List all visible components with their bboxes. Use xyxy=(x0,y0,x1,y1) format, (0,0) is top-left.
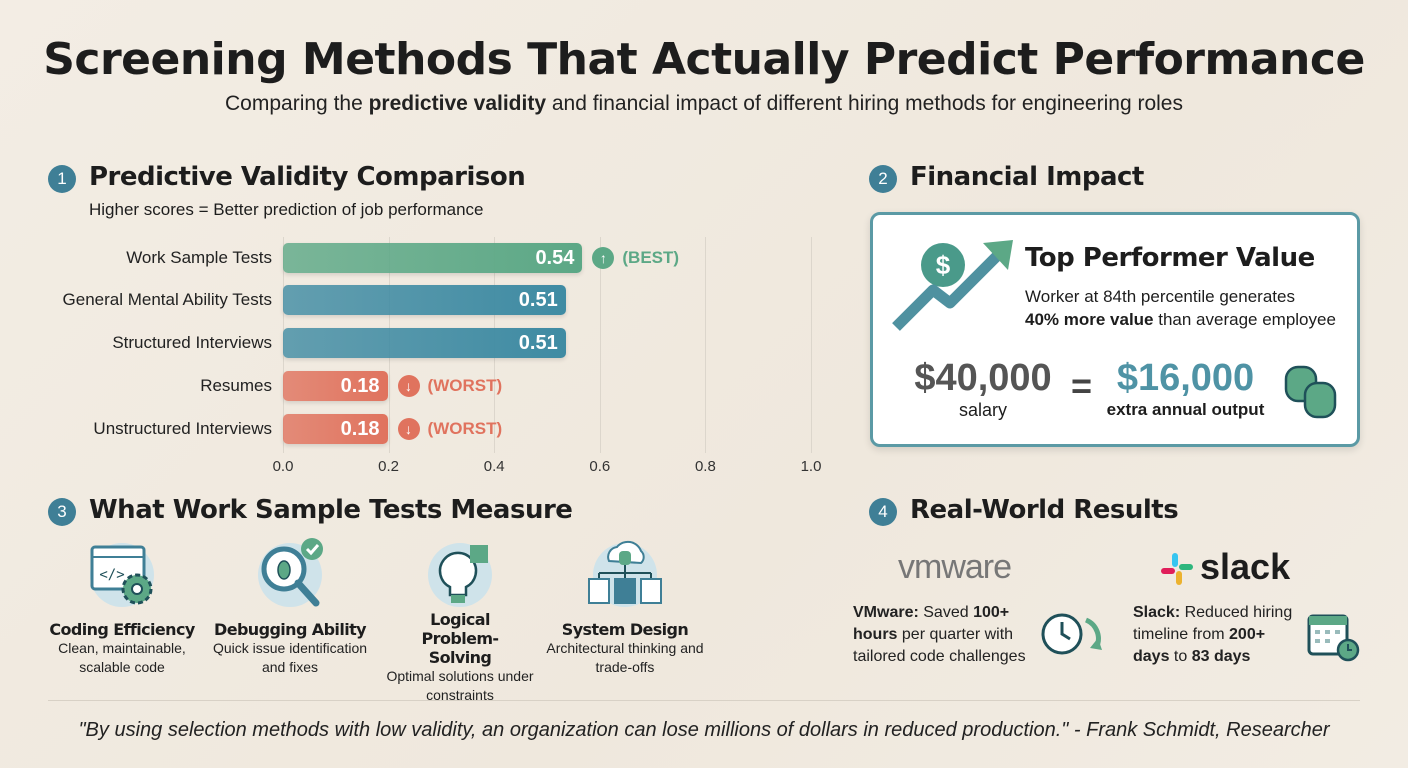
section-heading: Predictive Validity Comparison xyxy=(89,162,526,192)
result-text: per quarter with tailored code challenge… xyxy=(853,626,1026,665)
output-label: extra annual output xyxy=(1106,400,1265,419)
feature-title: Debugging Ability xyxy=(214,620,367,639)
cloud-servers-icon xyxy=(588,540,662,607)
card-title: Top Performer Value xyxy=(1025,243,1315,273)
arrow-down-icon: ↓ xyxy=(397,375,420,397)
data-label: 0.54 xyxy=(535,246,575,269)
page-title: Screening Methods That Actually Predict … xyxy=(43,34,1365,85)
bug-magnifier-icon xyxy=(258,538,323,607)
category-label: Resumes xyxy=(200,376,272,395)
card-description: Worker at 84th percentile generates 40% m… xyxy=(1025,285,1336,331)
svg-text:$: $ xyxy=(936,250,951,280)
data-label: 0.18 xyxy=(340,374,380,397)
lightbulb-puzzle-icon xyxy=(428,543,492,607)
feature-description: Architectural thinking and trade-offs xyxy=(546,640,704,675)
arrow-up-icon: ↑ xyxy=(592,247,615,269)
arrow-down-icon: ↓ xyxy=(397,418,420,440)
category-label: Unstructured Interviews xyxy=(93,419,272,438)
gridline xyxy=(599,237,601,453)
slack-logo-icon xyxy=(1161,553,1193,585)
calendar-icon xyxy=(1307,614,1360,662)
salary-value: $40,000 xyxy=(914,357,1052,399)
section-heading: Financial Impact xyxy=(910,162,1144,192)
category-label: General Mental Ability Tests xyxy=(62,290,272,309)
salary-label: salary xyxy=(958,400,1007,420)
feature-item: System Design Architectural thinking and … xyxy=(540,620,710,677)
section-number-badge: 1 xyxy=(48,165,76,193)
feature-description: Clean, maintainable, scalable code xyxy=(58,640,186,675)
bar: 0.18 xyxy=(283,414,388,444)
output-value: $16,000 xyxy=(1116,357,1255,399)
feature-item: Coding Efficiency Clean, maintainable, sc… xyxy=(37,620,207,677)
section-number-badge: 3 xyxy=(48,498,76,526)
bar-annotation: ↓ (WORST) xyxy=(397,375,503,397)
quote: "By using selection methods with low val… xyxy=(78,719,1330,741)
equals-sign: = xyxy=(1071,365,1093,406)
slack-result: Slack: Reduced hiring timeline from 200+… xyxy=(1133,602,1303,668)
result-bold: 100+ hours xyxy=(853,604,1010,643)
card-text: Worker at 84th percentile generates xyxy=(1025,287,1295,306)
section-number-badge: 2 xyxy=(869,165,897,193)
output-figure: $16,000 extra annual output xyxy=(1098,357,1273,420)
result-company: Slack: xyxy=(1133,604,1181,621)
x-tick-label: 0.0 xyxy=(272,458,294,475)
annotation-text: (WORST) xyxy=(427,419,503,438)
gridline xyxy=(705,237,707,453)
divider xyxy=(48,700,1360,701)
result-bold: 83 days xyxy=(1191,648,1251,665)
feature-title: Logical Problem-Solving xyxy=(421,610,500,667)
svg-text:</>: </> xyxy=(99,567,124,583)
bar: 0.51 xyxy=(283,328,566,358)
result-text: Reduced hiring timeline from xyxy=(1133,604,1293,643)
subtitle-text: and financial impact of different hiring… xyxy=(546,92,1183,115)
x-tick-label: 0.2 xyxy=(378,458,400,475)
result-text: Saved xyxy=(918,604,974,621)
gridline xyxy=(811,237,812,453)
result-text: to xyxy=(1169,648,1192,665)
feature-title: System Design xyxy=(561,620,689,639)
financial-impact-card: $ Top Performer Value Worker at 84th per… xyxy=(870,212,1360,447)
annotation-text: (WORST) xyxy=(427,376,503,395)
bar: 0.51 xyxy=(283,285,566,315)
feature-title: Coding Efficiency xyxy=(49,620,195,639)
clock-icon xyxy=(1041,613,1102,655)
section-number-badge: 4 xyxy=(869,498,897,526)
category-label: Structured Interviews xyxy=(112,333,272,352)
x-tick-label: 0.6 xyxy=(589,458,611,475)
x-tick-label: 0.8 xyxy=(694,458,716,475)
section-heading: Real-World Results xyxy=(910,495,1179,525)
card-bold-text: 40% more value xyxy=(1025,310,1154,329)
feature-description: Optimal solutions under constraints xyxy=(386,668,534,703)
result-bold: 200+ days xyxy=(1133,626,1266,665)
feature-item: Logical Problem-Solving Optimal solutions… xyxy=(375,610,545,705)
vmware-logo: vmware xyxy=(898,548,1012,586)
category-label: Work Sample Tests xyxy=(126,248,272,267)
card-text: than average employee xyxy=(1153,310,1336,329)
section-heading: What Work Sample Tests Measure xyxy=(89,495,573,525)
bar: 0.18 xyxy=(283,371,388,401)
dollar-growth-arrow-icon: $ xyxy=(892,240,1013,331)
result-company: VMware: xyxy=(853,604,919,621)
salary-figure: $40,000 salary xyxy=(903,357,1063,421)
feature-item: Debugging Ability Quick issue identificat… xyxy=(205,620,375,677)
bar: 0.54 xyxy=(283,243,583,273)
x-tick-label: 0.4 xyxy=(483,458,505,475)
subtitle-text: Comparing the xyxy=(225,92,369,115)
slack-logo: slack xyxy=(1200,546,1291,587)
vmware-result: VMware: Saved 100+ hours per quarter wit… xyxy=(853,602,1033,668)
bar-annotation: ↑ (BEST) xyxy=(592,247,679,269)
annotation-text: (BEST) xyxy=(622,248,680,267)
section-subtext: Higher scores = Better prediction of job… xyxy=(89,200,484,219)
page-subtitle: Comparing the predictive validity and fi… xyxy=(0,92,1408,116)
bar-annotation: ↓ (WORST) xyxy=(397,418,503,440)
coin-stack-icon xyxy=(1284,365,1337,419)
feature-description: Quick issue identification and fixes xyxy=(212,640,368,675)
data-label: 0.18 xyxy=(340,417,380,440)
x-tick-label: 1.0 xyxy=(800,458,822,475)
data-label: 0.51 xyxy=(518,331,558,354)
subtitle-bold: predictive validity xyxy=(368,92,546,115)
code-window-gear-icon: </> xyxy=(90,543,154,607)
data-label: 0.51 xyxy=(518,288,558,311)
